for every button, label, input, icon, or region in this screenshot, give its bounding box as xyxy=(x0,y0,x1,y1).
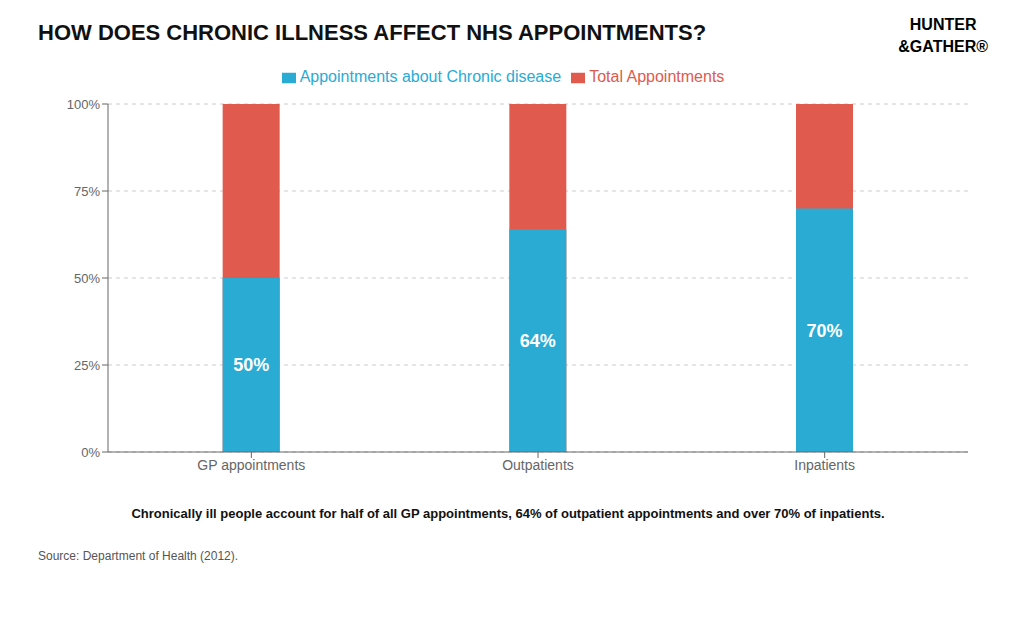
svg-text:25%: 25% xyxy=(74,358,100,373)
svg-text:75%: 75% xyxy=(74,184,100,199)
svg-text:50%: 50% xyxy=(233,355,269,375)
svg-text:Inpatients: Inpatients xyxy=(794,457,855,473)
html-text:Appointments about Chronic dis: Appointments about Chronic disease xyxy=(299,68,562,85)
svg-text:50%: 50% xyxy=(74,271,100,286)
svg-text:70%: 70% xyxy=(806,321,842,341)
html-text:&GATHER®: &GATHER® xyxy=(898,38,988,55)
html-text:Total Appointments: Total Appointments xyxy=(589,68,725,85)
html-text:Source: Department of Health (: Source: Department of Health (2012). xyxy=(38,549,239,563)
html-text:HUNTER: HUNTER xyxy=(909,16,977,33)
html-text:Chronically ill people account: Chronically ill people account for half … xyxy=(131,506,885,521)
svg-text:0%: 0% xyxy=(81,445,100,460)
svg-text:64%: 64% xyxy=(520,331,556,351)
svg-text:100%: 100% xyxy=(67,97,101,112)
svg-text:GP appointments: GP appointments xyxy=(197,457,305,473)
html-text:HOW DOES CHRONIC ILLNESS AFFEC: HOW DOES CHRONIC ILLNESS AFFECT NHS APPO… xyxy=(38,20,707,45)
svg-text:Outpatients: Outpatients xyxy=(502,457,574,473)
